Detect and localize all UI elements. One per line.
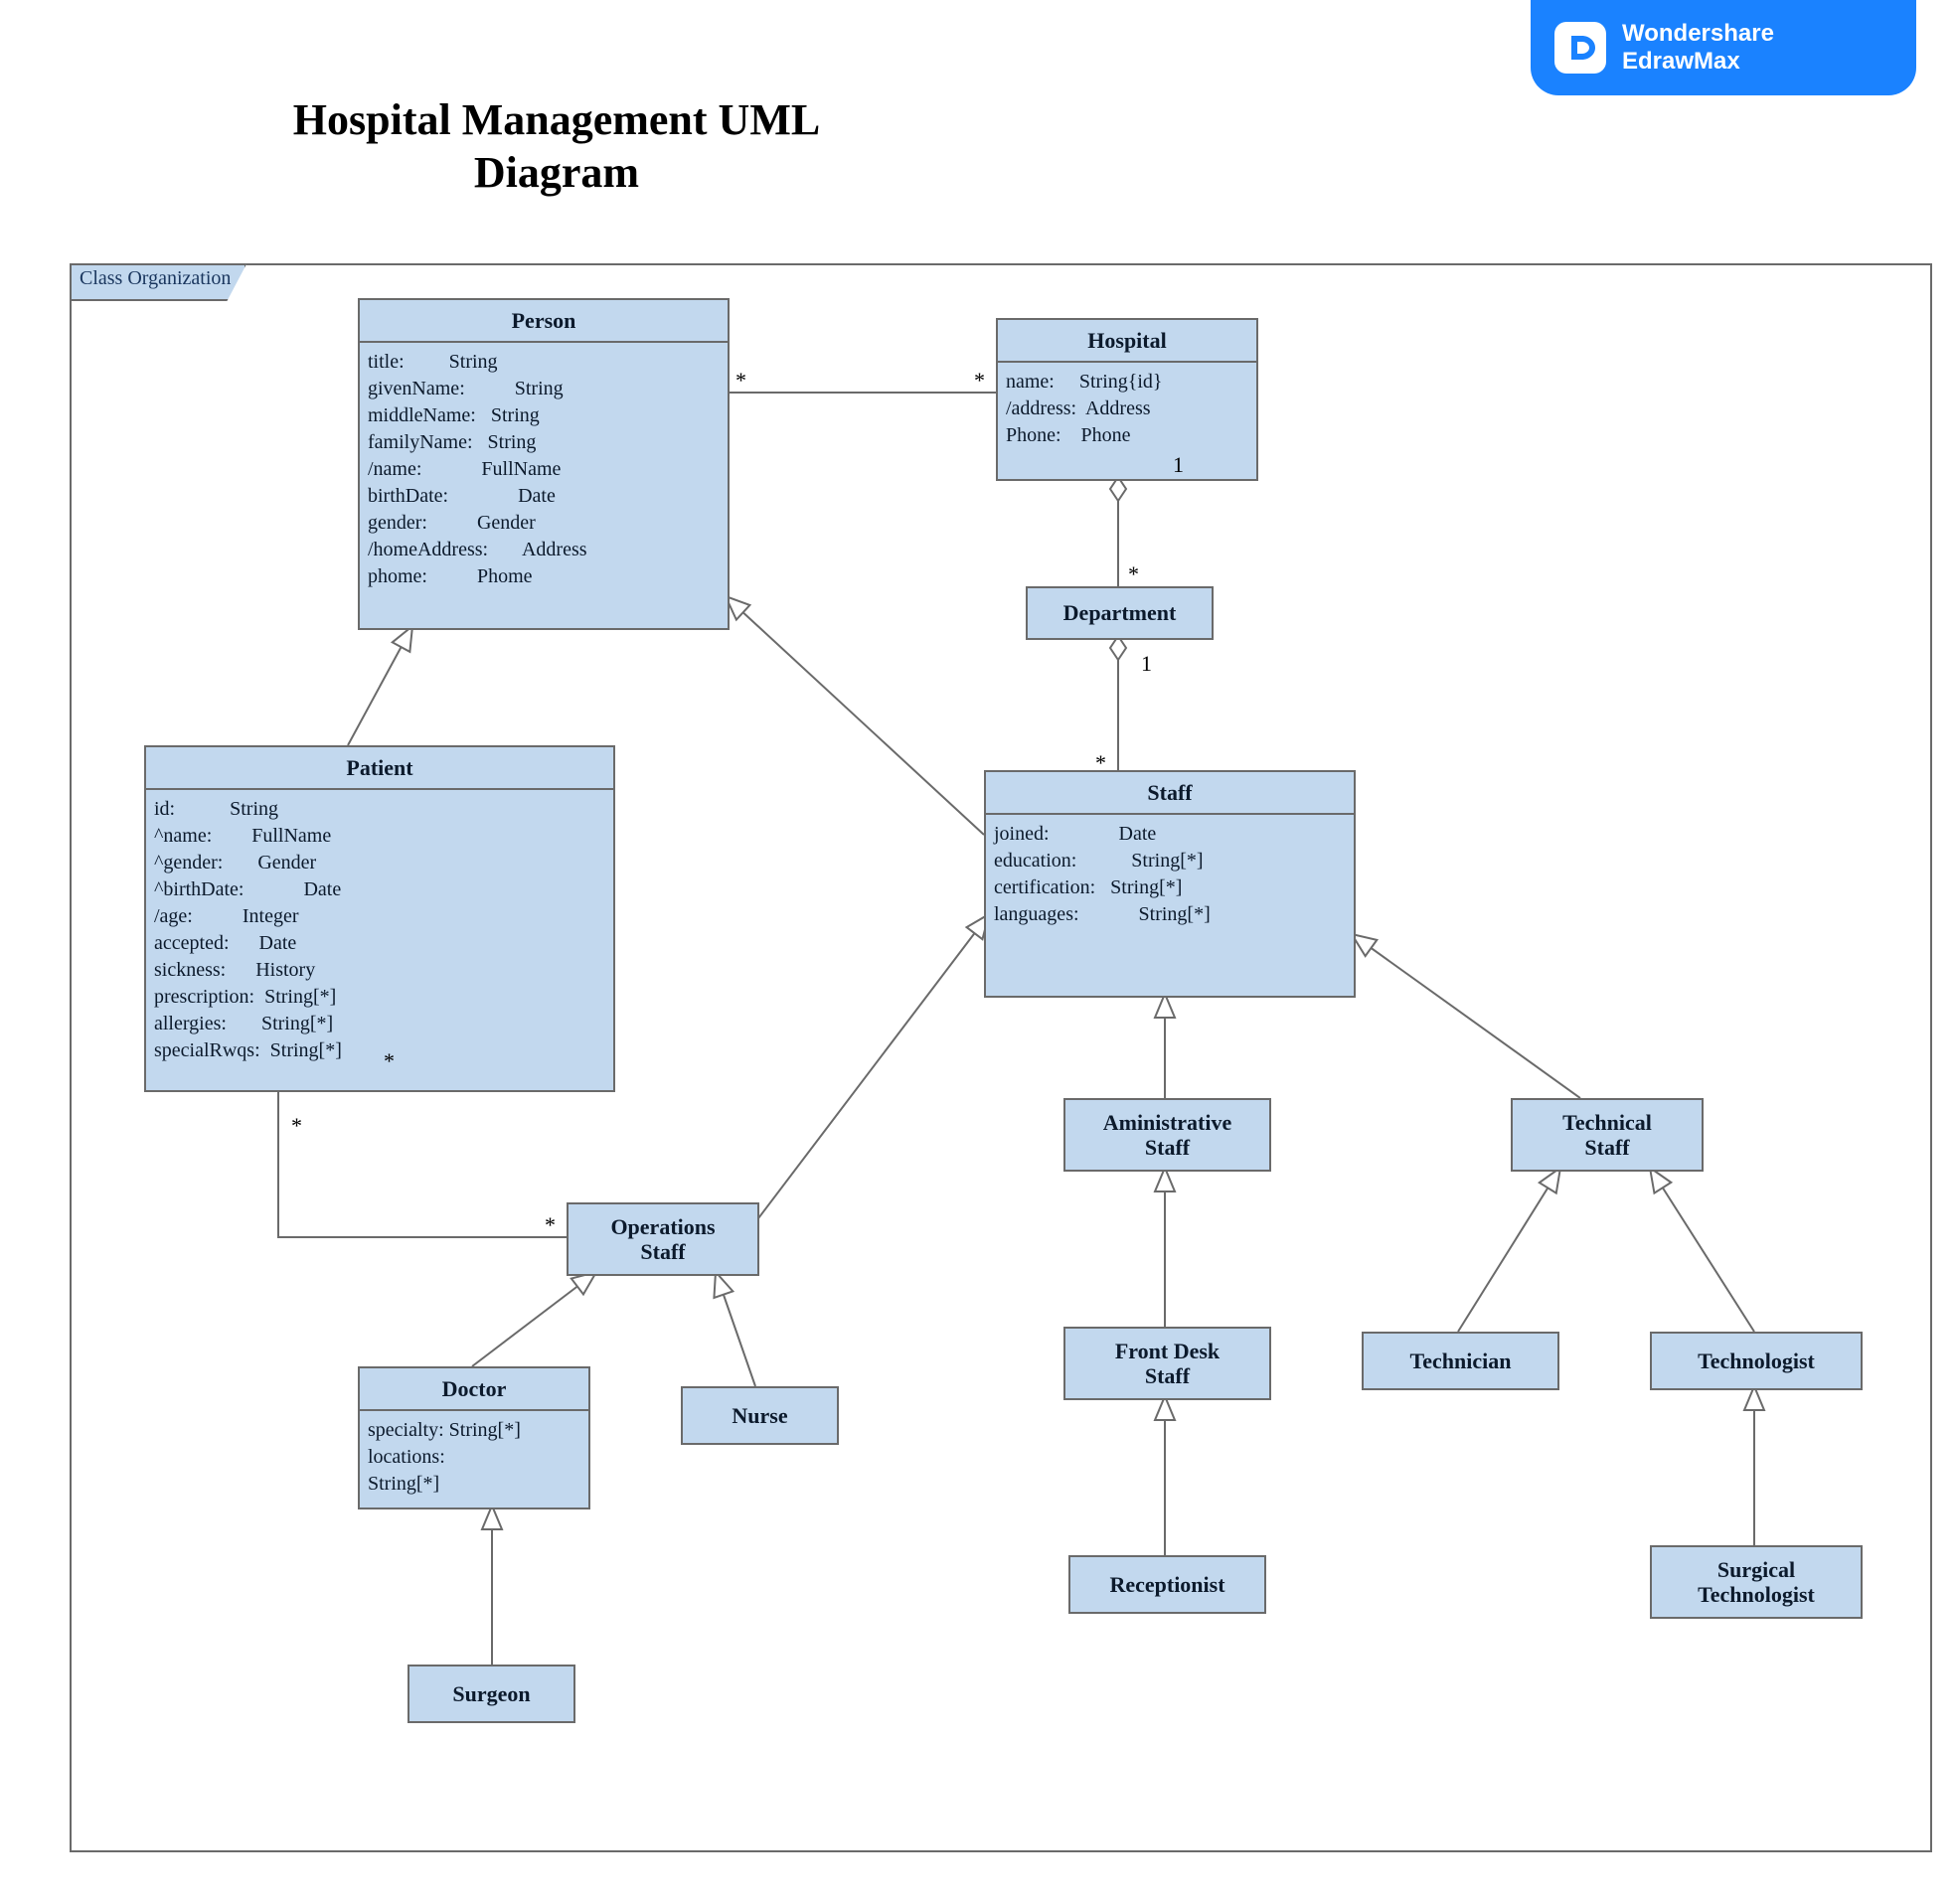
class-name: Operations Staff (569, 1204, 757, 1274)
class-admin_staff: Aministrative Staff (1063, 1098, 1271, 1172)
mult-hospital-department-start: 1 (1173, 452, 1184, 478)
class-attrs: name: String{id} /address: Address Phone… (998, 363, 1256, 457)
class-name: Doctor (360, 1368, 588, 1411)
class-person: Persontitle: String givenName: String mi… (358, 298, 730, 630)
frame-label: Class Organization (70, 263, 246, 301)
mult-patient-ops-mid: * (384, 1048, 395, 1074)
badge-line2: EdrawMax (1622, 48, 1774, 76)
class-attrs: title: String givenName: String middleNa… (360, 343, 728, 598)
class-name: Front Desk Staff (1065, 1329, 1269, 1398)
mult-person-hospital-end: * (974, 368, 985, 394)
class-technologist: Technologist (1650, 1332, 1863, 1390)
class-name: Surgical Technologist (1652, 1547, 1861, 1617)
class-name: Patient (146, 747, 613, 790)
class-hospital: Hospitalname: String{id} /address: Addre… (996, 318, 1258, 481)
class-attrs: joined: Date education: String[*] certif… (986, 815, 1354, 936)
class-nurse: Nurse (681, 1386, 839, 1445)
class-name: Receptionist (1070, 1557, 1264, 1612)
mult-hospital-department-end: * (1128, 561, 1139, 587)
class-doctor: Doctorspecialty: String[*] locations: St… (358, 1366, 590, 1509)
mult-patient-ops-start: * (291, 1113, 302, 1139)
diagram-canvas: Wondershare EdrawMax Hospital Management… (0, 0, 1956, 1904)
class-name: Department (1028, 588, 1212, 638)
class-technician: Technician (1362, 1332, 1559, 1390)
class-surgeon: Surgeon (408, 1665, 575, 1723)
class-name: Technologist (1652, 1334, 1861, 1388)
class-surgical_tech: Surgical Technologist (1650, 1545, 1863, 1619)
class-department: Department (1026, 586, 1214, 640)
class-front_desk: Front Desk Staff (1063, 1327, 1271, 1400)
class-patient: Patientid: String ^name: FullName ^gende… (144, 745, 615, 1092)
mult-person-hospital-start: * (735, 368, 746, 394)
mult-department-staff-end: * (1095, 750, 1106, 776)
class-name: Technical Staff (1513, 1100, 1702, 1170)
class-attrs: specialty: String[*] locations: String[*… (360, 1411, 588, 1506)
class-receptionist: Receptionist (1068, 1555, 1266, 1614)
class-staff: Staffjoined: Date education: String[*] c… (984, 770, 1356, 998)
mult-department-staff-start: 1 (1141, 651, 1152, 677)
diagram-title: Hospital Management UML Diagram (209, 94, 904, 200)
class-name: Surgeon (409, 1666, 573, 1721)
class-name: Aministrative Staff (1065, 1100, 1269, 1170)
mult-patient-ops-end: * (545, 1212, 556, 1238)
class-name: Nurse (683, 1388, 837, 1443)
class-operations_staff: Operations Staff (567, 1202, 759, 1276)
badge-line1: Wondershare (1622, 20, 1774, 48)
class-name: Technician (1364, 1334, 1557, 1388)
class-technical_staff: Technical Staff (1511, 1098, 1704, 1172)
badge-text: Wondershare EdrawMax (1622, 20, 1774, 75)
class-name: Person (360, 300, 728, 343)
class-name: Hospital (998, 320, 1256, 363)
class-name: Staff (986, 772, 1354, 815)
edrawmax-logo-icon (1554, 22, 1606, 74)
wondershare-badge: Wondershare EdrawMax (1531, 0, 1916, 95)
class-attrs: id: String ^name: FullName ^gender: Gend… (146, 790, 613, 1072)
